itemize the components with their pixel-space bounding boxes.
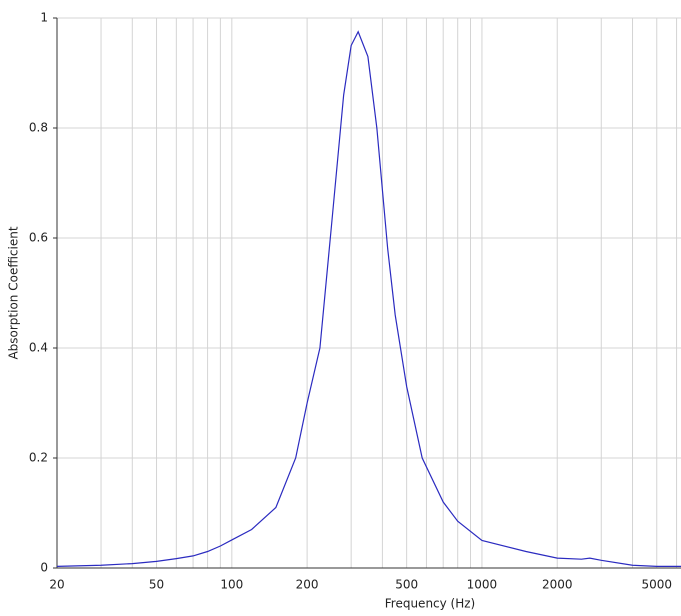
- data-line: [56, 30, 681, 567]
- x-tick-label: 5000: [641, 578, 672, 592]
- x-axis-label: Frequency (Hz): [385, 597, 476, 611]
- x-tick-label: 200: [296, 578, 319, 592]
- y-tick-label: 0.4: [29, 341, 48, 355]
- x-tick-label: 1000: [467, 578, 498, 592]
- x-tick-label: 2000: [542, 578, 573, 592]
- y-tick-label: 0.8: [29, 121, 48, 135]
- x-tick-label: 20: [49, 578, 64, 592]
- y-tick-label: 0.2: [29, 451, 48, 465]
- y-axis-label: Absorption Coefficient: [7, 226, 21, 359]
- y-tick-label: 0.6: [29, 231, 48, 245]
- x-tick-label: 50: [149, 578, 164, 592]
- y-tick-label: 0: [40, 561, 48, 575]
- x-tick-label: 100: [220, 578, 243, 592]
- x-tick-label: 500: [395, 578, 418, 592]
- y-tick-label: 1: [40, 11, 48, 25]
